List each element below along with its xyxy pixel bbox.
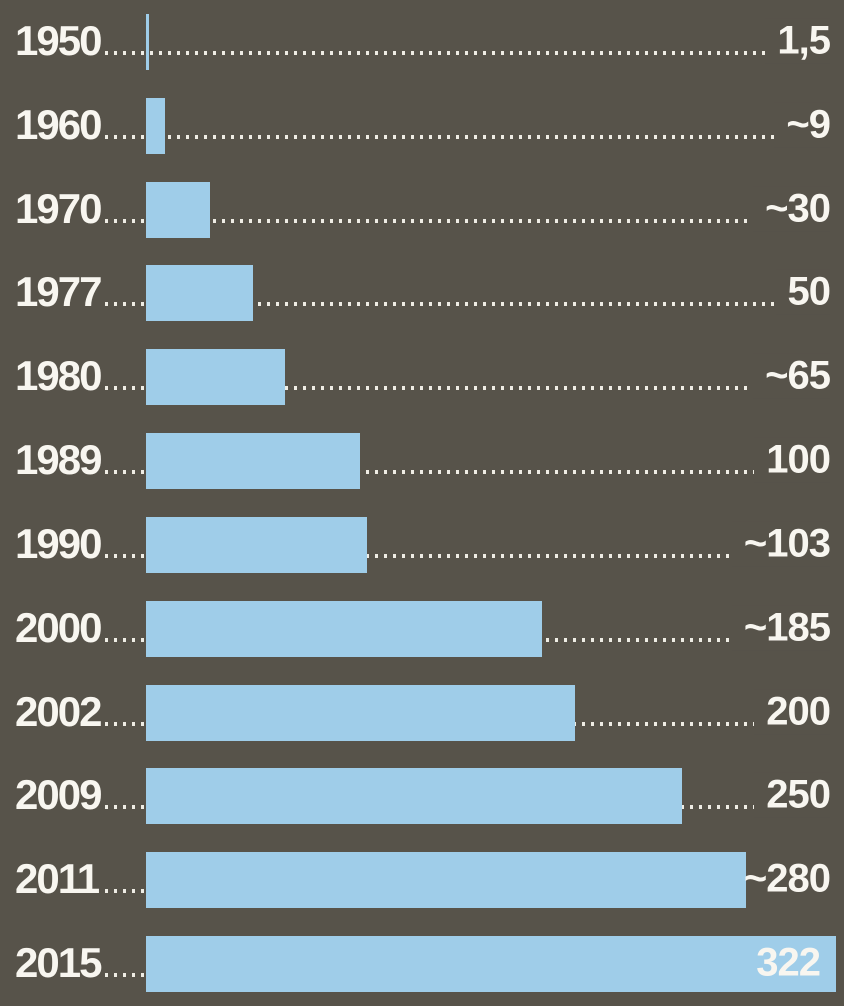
bar <box>146 936 836 993</box>
chart-row: 2000 ~185 <box>0 587 844 671</box>
bar <box>146 433 360 490</box>
bar <box>146 97 165 154</box>
year-label: 2011 <box>15 855 100 903</box>
dotted-leader <box>105 51 829 55</box>
value-label: ~65 <box>753 353 831 399</box>
dotted-leader <box>105 386 829 391</box>
value-label: 200 <box>754 689 831 735</box>
year-label: 1990 <box>15 519 102 567</box>
value-label: ~9 <box>774 102 831 148</box>
chart-row: 1989 100 <box>0 419 844 503</box>
year-label: 1950 <box>15 16 102 64</box>
chart-row: 1960 ~9 <box>0 84 844 168</box>
bar <box>146 349 285 406</box>
chart-row: 1980 ~65 <box>0 335 844 419</box>
value-label: 1,5 <box>765 18 831 64</box>
dotted-leader <box>105 302 829 307</box>
value-label: ~280 <box>743 856 831 901</box>
dotted-leader <box>105 218 829 223</box>
chart-row: 2015 322 <box>0 922 844 1006</box>
value-label: 50 <box>775 269 831 315</box>
year-label: 1989 <box>15 436 102 484</box>
chart-row: 2002 200 <box>0 671 844 755</box>
bar <box>146 516 367 573</box>
value-label: ~30 <box>753 186 831 232</box>
dotted-leader <box>105 134 829 139</box>
year-label: 2009 <box>15 771 102 819</box>
dotted-leader <box>105 553 829 558</box>
value-label: 250 <box>754 772 831 818</box>
year-label: 2015 <box>15 939 102 987</box>
value-label: ~185 <box>731 605 831 651</box>
bar <box>146 852 746 909</box>
dotted-leader <box>105 470 829 475</box>
value-label: ~103 <box>731 521 831 567</box>
chart-row: 2009 250 <box>0 754 844 838</box>
bar <box>146 600 542 657</box>
chart-row: 1990 ~103 <box>0 503 844 587</box>
year-label: 1970 <box>15 184 102 232</box>
bar <box>146 684 575 741</box>
chart-row: 1950 1,5 <box>0 0 844 84</box>
year-label: 1960 <box>15 100 102 148</box>
chart-row: 1970 ~30 <box>0 168 844 252</box>
bar <box>146 768 682 825</box>
year-label: 1977 <box>15 268 102 316</box>
value-label: 100 <box>754 437 831 483</box>
year-label: 1980 <box>15 352 102 400</box>
bar <box>146 14 149 70</box>
bar <box>146 181 210 238</box>
year-label: 2002 <box>15 687 102 735</box>
value-label: 322 <box>756 940 821 985</box>
year-label: 2000 <box>15 603 102 651</box>
chart-row: 1977 50 <box>0 251 844 335</box>
chart-row: 2011 ~280 <box>0 838 844 922</box>
bar <box>146 265 253 322</box>
